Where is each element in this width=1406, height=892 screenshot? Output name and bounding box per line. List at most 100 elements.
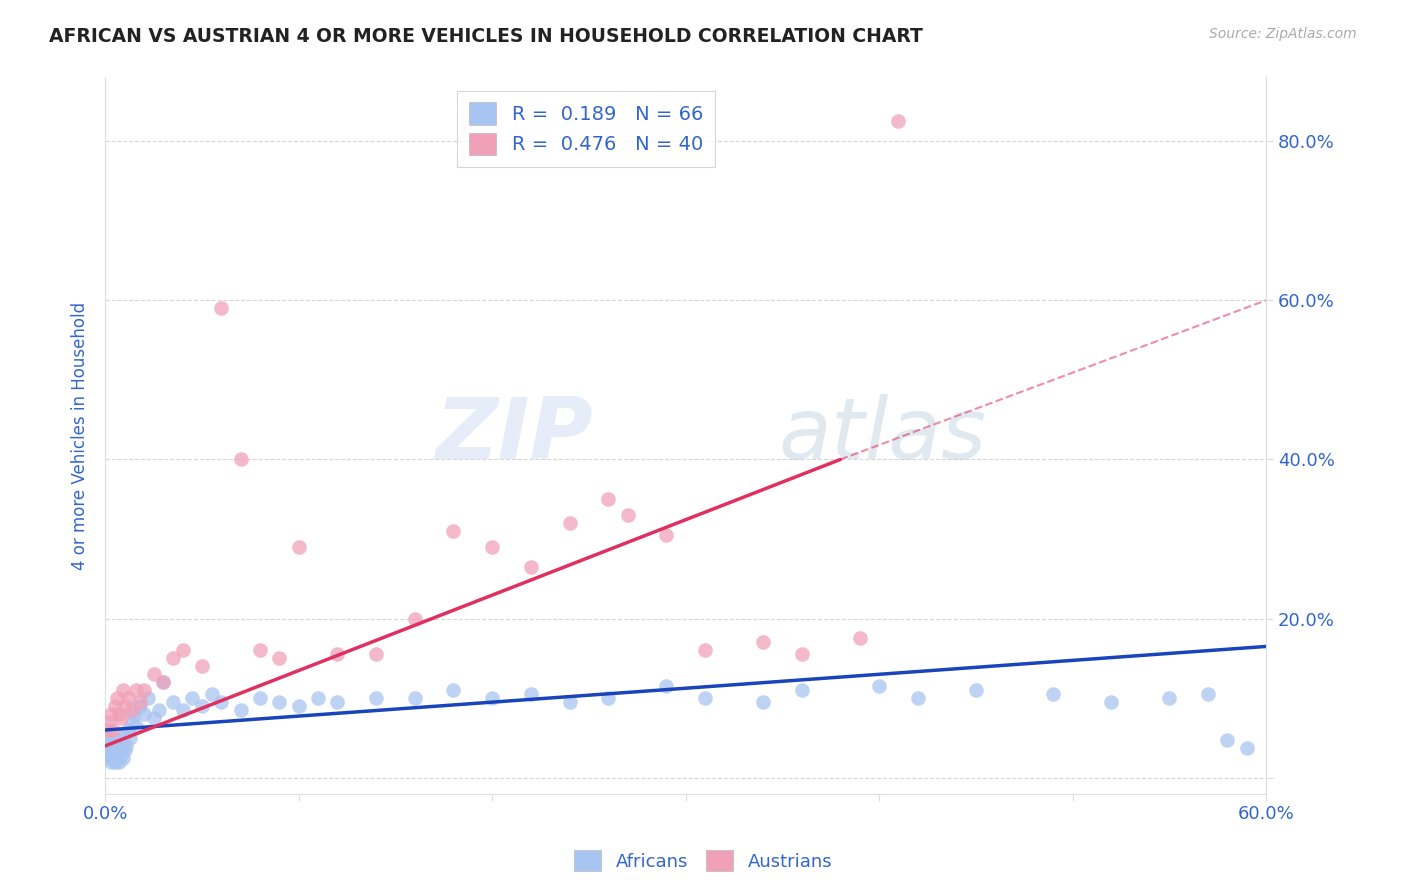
Point — [105, 739, 128, 753]
Point — [404, 691, 426, 706]
Point — [364, 648, 387, 662]
Point — [1216, 732, 1239, 747]
Point — [117, 723, 139, 737]
Point — [142, 711, 165, 725]
Point — [142, 667, 165, 681]
Point — [101, 747, 124, 761]
Point — [443, 683, 465, 698]
Point — [125, 719, 148, 733]
Point — [121, 703, 143, 717]
Point — [172, 703, 194, 717]
Point — [96, 723, 118, 737]
Point — [121, 714, 143, 729]
Point — [887, 114, 910, 128]
Point — [104, 755, 127, 769]
Point — [100, 743, 122, 757]
Point — [104, 743, 127, 757]
Point — [269, 651, 291, 665]
Point — [115, 739, 138, 753]
Point — [326, 648, 349, 662]
Point — [229, 703, 252, 717]
Point — [1099, 695, 1122, 709]
Point — [107, 755, 129, 769]
Point — [269, 695, 291, 709]
Point — [100, 707, 122, 722]
Point — [148, 703, 170, 717]
Point — [129, 695, 152, 709]
Point — [191, 659, 214, 673]
Point — [107, 707, 129, 722]
Point — [191, 699, 214, 714]
Point — [96, 731, 118, 745]
Point — [965, 683, 987, 698]
Point — [249, 691, 271, 706]
Point — [868, 679, 890, 693]
Point — [98, 739, 121, 753]
Point — [481, 540, 503, 554]
Point — [481, 691, 503, 706]
Point — [172, 643, 194, 657]
Point — [229, 452, 252, 467]
Point — [104, 699, 127, 714]
Point — [114, 727, 136, 741]
Point — [693, 643, 716, 657]
Text: atlas: atlas — [779, 394, 987, 477]
Text: Source: ZipAtlas.com: Source: ZipAtlas.com — [1209, 27, 1357, 41]
Point — [101, 723, 124, 737]
Point — [287, 699, 309, 714]
Point — [129, 699, 152, 714]
Point — [132, 707, 155, 722]
Text: ZIP: ZIP — [434, 394, 593, 477]
Point — [752, 635, 775, 649]
Point — [1042, 687, 1064, 701]
Point — [790, 648, 813, 662]
Point — [114, 743, 136, 757]
Point — [110, 747, 132, 761]
Point — [693, 691, 716, 706]
Point — [132, 683, 155, 698]
Point — [1159, 691, 1181, 706]
Point — [98, 751, 121, 765]
Point — [907, 691, 929, 706]
Point — [117, 691, 139, 706]
Point — [558, 695, 581, 709]
Point — [105, 751, 128, 765]
Point — [100, 755, 122, 769]
Point — [520, 560, 543, 574]
Legend: R =  0.189   N = 66, R =  0.476   N = 40: R = 0.189 N = 66, R = 0.476 N = 40 — [457, 91, 714, 167]
Point — [101, 739, 124, 753]
Point — [122, 707, 145, 722]
Legend: Africans, Austrians: Africans, Austrians — [567, 843, 839, 879]
Point — [104, 731, 127, 745]
Point — [443, 524, 465, 538]
Point — [110, 711, 132, 725]
Point — [110, 735, 132, 749]
Point — [111, 683, 134, 698]
Point — [790, 683, 813, 698]
Point — [136, 691, 159, 706]
Point — [558, 516, 581, 530]
Point — [364, 691, 387, 706]
Point — [96, 747, 118, 761]
Point — [181, 691, 204, 706]
Point — [125, 683, 148, 698]
Point — [101, 751, 124, 765]
Point — [1197, 687, 1219, 701]
Point — [152, 675, 174, 690]
Point — [616, 508, 638, 523]
Point — [209, 695, 232, 709]
Point — [152, 675, 174, 690]
Point — [98, 714, 121, 729]
Point — [307, 691, 329, 706]
Point — [1236, 740, 1258, 755]
Point — [162, 695, 184, 709]
Point — [752, 695, 775, 709]
Point — [287, 540, 309, 554]
Point — [105, 691, 128, 706]
Point — [114, 699, 136, 714]
Point — [520, 687, 543, 701]
Text: AFRICAN VS AUSTRIAN 4 OR MORE VEHICLES IN HOUSEHOLD CORRELATION CHART: AFRICAN VS AUSTRIAN 4 OR MORE VEHICLES I… — [49, 27, 924, 45]
Point — [120, 731, 142, 745]
Point — [655, 679, 678, 693]
Point — [655, 528, 678, 542]
